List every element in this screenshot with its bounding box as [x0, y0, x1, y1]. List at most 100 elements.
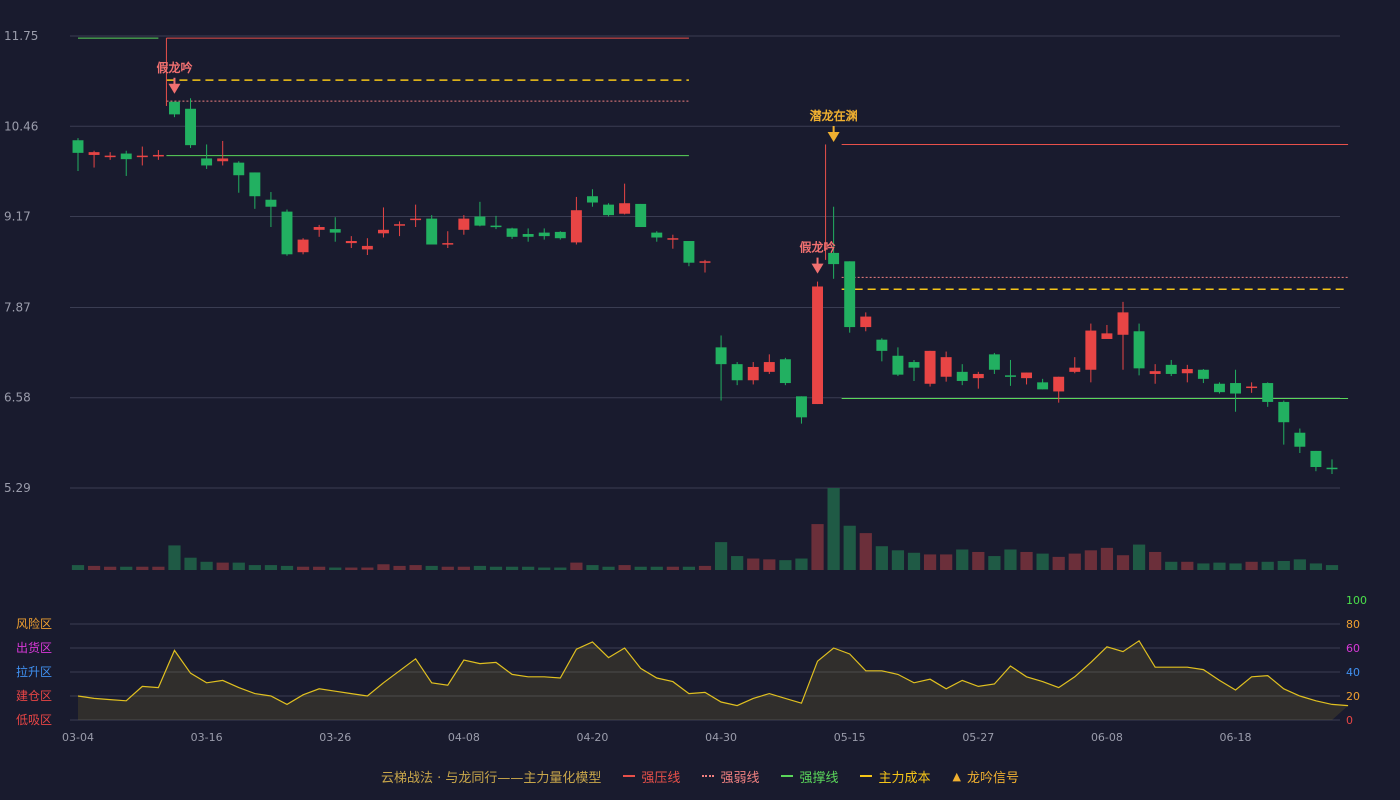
candle-body: [892, 355, 904, 375]
candle-body: [377, 229, 389, 234]
candle-body: [570, 210, 582, 243]
date-axis: 03-04 03-16 03-26 04-08 04-20 04-30 05-15 05-27…: [62, 731, 1252, 744]
price-tick-label: 5.29: [4, 481, 31, 495]
candle-body: [458, 218, 470, 230]
osc-zone-label: 建仓区: [16, 689, 52, 703]
candle-body: [635, 203, 647, 228]
volume-bar: [538, 567, 551, 570]
legend-item-main-cost[interactable]: 主力成本: [860, 767, 930, 786]
volume-bar: [1325, 565, 1339, 570]
osc-tick-label: 80: [1346, 618, 1360, 631]
candle-body: [410, 218, 422, 221]
candle-body: [394, 224, 406, 226]
candles: [72, 98, 1338, 475]
volume-bar: [763, 559, 776, 570]
x-tick-label: 04-30: [705, 731, 737, 744]
volume-bar: [843, 525, 856, 570]
volume-bar: [1084, 550, 1097, 570]
candle-body: [1133, 331, 1145, 369]
candle-body: [1278, 401, 1290, 423]
volume-bar: [570, 562, 583, 570]
signal-label: 假龙吟: [800, 240, 836, 255]
volume-bar: [618, 565, 631, 570]
candle-body: [1326, 467, 1338, 470]
volume-bar: [795, 558, 808, 570]
candle-body: [876, 339, 888, 351]
osc-area: [78, 640, 1349, 720]
candle-body: [812, 286, 824, 405]
volume-bar: [1165, 561, 1178, 570]
candle-body: [828, 252, 840, 265]
signal-label: 假龙吟: [156, 60, 192, 75]
volume-bar: [988, 556, 1001, 570]
legend-swatch-solid-green: [781, 775, 794, 777]
price-tick-label: 7.87: [4, 300, 31, 314]
candle-body: [538, 232, 550, 237]
x-tick-label: 03-26: [319, 731, 351, 744]
volume-bar: [602, 566, 615, 570]
volume-bar: [232, 562, 245, 570]
volume-bar: [859, 533, 872, 570]
candle-body: [522, 234, 534, 237]
volume-bar: [1213, 562, 1226, 570]
candle-body: [426, 218, 438, 245]
candle-body: [1230, 383, 1242, 394]
volume-bar: [747, 558, 760, 570]
osc-zone-label: 拉升区: [16, 664, 52, 679]
volume-bar: [1229, 563, 1242, 570]
legend-item-signal[interactable]: ▲ 龙吟信号: [952, 767, 1018, 786]
legend-swatch-dashed-yellow: [860, 775, 873, 777]
candle-body: [1037, 382, 1049, 390]
osc-polyline: [77, 639, 1349, 707]
price-axis: 11.75 10.46 9.17 7.87 6.58 5.29: [4, 29, 38, 495]
candle-body: [1085, 330, 1097, 370]
volume-bar: [875, 546, 888, 570]
legend-label: 强压线: [641, 770, 681, 786]
osc-zone-label: 出货区: [16, 640, 52, 655]
volume-bar: [425, 565, 438, 570]
legend: 云梯战法 · 与龙同行——主力量化模型 强压线 强弱线 强撑线 主力成本 ▲ 龙吟…: [0, 766, 1400, 786]
arrow-down-icon: [811, 263, 824, 274]
legend-swatch-dotted-pink: [702, 775, 715, 777]
x-tick-label: 03-16: [191, 731, 223, 744]
candle-body: [265, 199, 277, 207]
osc-tick-label: 0: [1346, 714, 1353, 727]
legend-item-strength-line[interactable]: 强弱线: [702, 767, 759, 786]
volume-bar: [698, 565, 712, 570]
legend-title: 云梯战法 · 与龙同行——主力量化模型: [381, 767, 601, 786]
volume-bar: [1132, 544, 1146, 570]
candle-body: [1181, 369, 1193, 374]
volume-bar: [313, 566, 326, 570]
legend-label: 主力成本: [878, 770, 931, 786]
candle-body: [619, 203, 631, 214]
volume-bar: [634, 566, 647, 570]
volume-bar: [329, 567, 342, 570]
legend-item-support-line[interactable]: 强撑线: [781, 767, 838, 786]
volume-bar: [779, 560, 792, 570]
price-tick-label: 6.58: [4, 391, 31, 405]
volume-bar: [168, 545, 181, 570]
candle-body: [1213, 383, 1225, 393]
candle-body: [795, 396, 807, 418]
signal-label: 潜龙在渊: [810, 108, 858, 123]
legend-swatch-solid-red: [623, 775, 636, 777]
volume-bar: [1116, 555, 1130, 570]
legend-item-strong-pressure[interactable]: 强压线: [623, 767, 680, 786]
volume-bar: [972, 551, 985, 570]
volume-bar: [1149, 551, 1162, 570]
candle-body: [281, 211, 293, 255]
candle-body: [779, 359, 791, 384]
candle-body: [1069, 367, 1081, 372]
candle-body: [217, 158, 229, 162]
candle-body: [201, 158, 213, 166]
volume-bar: [1100, 547, 1114, 570]
candle-body: [651, 232, 663, 238]
candle-body: [586, 196, 598, 203]
volume-bar: [87, 565, 101, 570]
candle-body: [844, 261, 856, 328]
volume-bar: [216, 562, 229, 570]
osc-tick-label: 100: [1346, 594, 1367, 607]
volume-bar: [280, 565, 294, 570]
volume-bar: [248, 565, 261, 570]
